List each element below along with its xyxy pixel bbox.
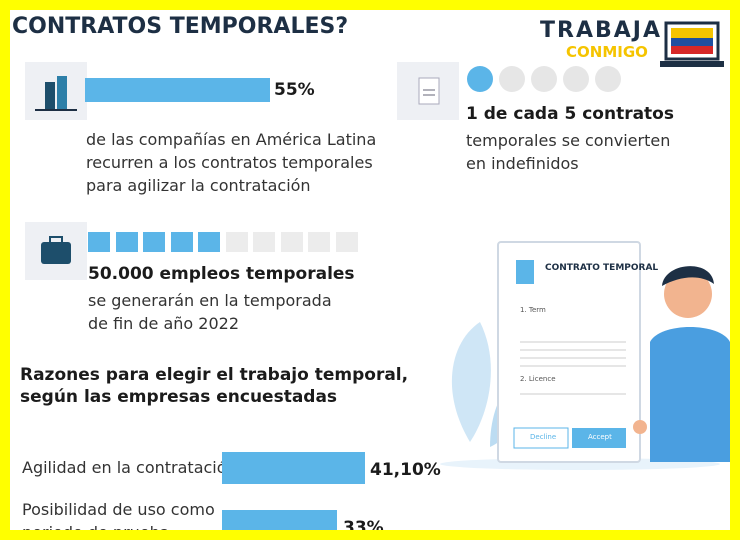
- dot: [563, 66, 589, 92]
- infographic: CONTRATOS TEMPORALES? TRABAJA CONMIGO 55…: [10, 10, 730, 530]
- bar: [85, 78, 270, 102]
- icon: [25, 222, 87, 280]
- text: se generarán en la temporada: [88, 291, 332, 310]
- text: periodo de prueba: [22, 521, 170, 530]
- heading: Razones para elegir el trabajo temporal,: [20, 365, 409, 385]
- icon: [397, 62, 459, 120]
- text: de las compañías en América Latina: [86, 130, 377, 149]
- text: en indefinidos: [466, 154, 579, 173]
- value-label: 33%: [343, 518, 384, 530]
- square: [88, 232, 110, 252]
- icon: [25, 62, 87, 120]
- value-label: 55%: [274, 80, 315, 100]
- square: [143, 232, 165, 252]
- text: temporales se convierten: [466, 131, 671, 150]
- doc-text: 1. Term: [520, 306, 546, 314]
- square: [198, 232, 220, 252]
- text: para agilizar la contratación: [86, 176, 311, 195]
- logo-laptop: [660, 21, 724, 67]
- square: [308, 232, 330, 252]
- text: de fin de año 2022: [88, 314, 240, 333]
- dot: [531, 66, 557, 92]
- square: [225, 232, 248, 252]
- text: Agilidad en la contratación: [22, 458, 237, 477]
- button: Accept: [588, 433, 612, 441]
- doc-text: 2. Licence: [520, 375, 556, 383]
- square: [280, 232, 303, 252]
- bar: [222, 510, 337, 530]
- dot: [499, 66, 525, 92]
- bar: [222, 452, 366, 484]
- square: [253, 232, 275, 252]
- logo-text: TRABAJA: [540, 18, 662, 43]
- text: Posibilidad de uso como: [22, 500, 215, 519]
- square: [170, 232, 193, 252]
- logo-text: CONMIGO: [566, 43, 648, 61]
- dot: [595, 66, 621, 92]
- value-label: 41,10%: [370, 460, 441, 480]
- square: [335, 232, 358, 252]
- heading: 1 de cada 5 contratos: [466, 104, 674, 124]
- dot: [467, 66, 493, 92]
- heading: según las empresas encuestadas: [20, 387, 338, 407]
- text: recurren a los contratos temporales: [86, 153, 373, 172]
- heading: 50.000 empleos temporales: [88, 264, 355, 284]
- doc-title: CONTRATO TEMPORAL: [545, 263, 659, 273]
- button: Decline: [530, 433, 557, 441]
- illustration: [440, 241, 730, 470]
- title: CONTRATOS TEMPORALES?: [12, 14, 349, 39]
- square: [115, 232, 138, 252]
